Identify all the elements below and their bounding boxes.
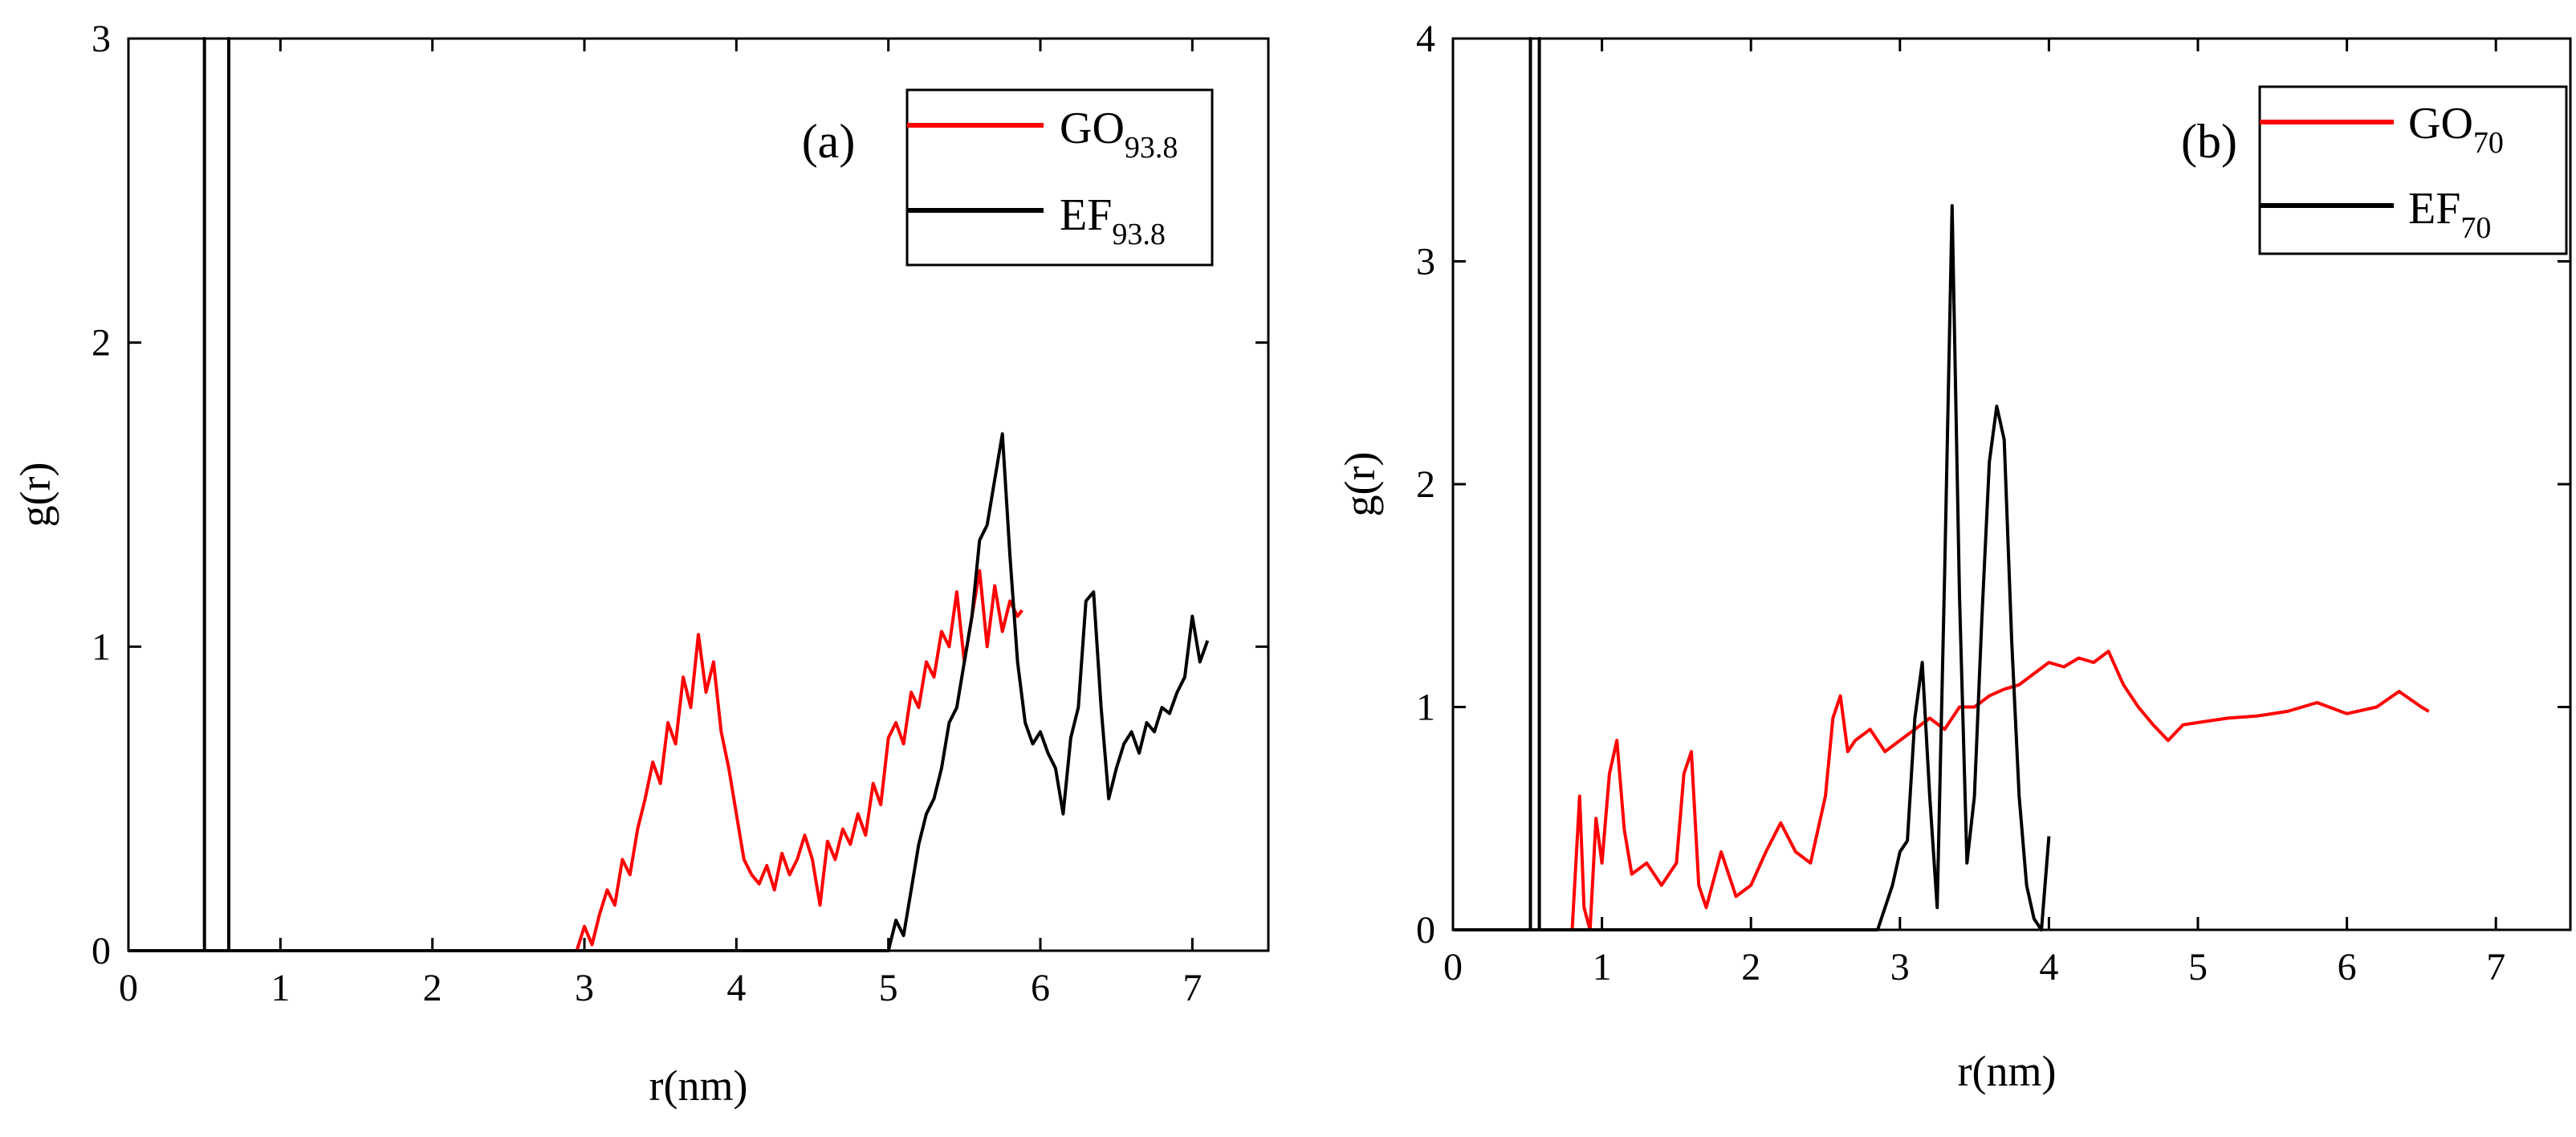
- panel-a-x-tick-label-1: 1: [271, 967, 290, 1009]
- panel-a-x-tick-label-0: 0: [119, 967, 138, 1009]
- panel-a-legend: GO93.8 EF93.8: [905, 88, 1214, 267]
- panel-a-x-tick-label-7: 7: [1182, 967, 1202, 1009]
- panel-a-y-tick-label-2: 2: [92, 322, 111, 365]
- panel-a-x-tick-label-5: 5: [879, 967, 898, 1009]
- panel-a-legend-sub-ef: 93.8: [1112, 218, 1166, 251]
- panel-b-y-tick-label-1: 1: [1416, 687, 1435, 729]
- panel-b-series: [1453, 37, 2430, 931]
- panel-b-legend-label-go: GO70: [2408, 99, 2504, 160]
- panel-a-y-axis-label: g(r): [11, 463, 59, 528]
- panel-b-x-tick-label-3: 3: [1890, 946, 1910, 988]
- panel-b-y-tick-label-3: 3: [1416, 241, 1435, 283]
- panel-b-y-tick-label-4: 4: [1416, 18, 1435, 60]
- panel-a-legend-label-ef: EF93.8: [1060, 190, 1166, 251]
- panel-b-x-tick-label-0: 0: [1443, 946, 1463, 988]
- panel-b-series-ef-line: [1453, 37, 2051, 931]
- panel-a-series-ef-line: [128, 37, 1210, 952]
- panel-b-x-tick-label-2: 2: [1741, 946, 1760, 988]
- panel-a-y-tick-label-0: 0: [92, 930, 111, 972]
- panel-a-x-tick-label-3: 3: [575, 967, 594, 1009]
- panel-a-legend-label-go: GO93.8: [1060, 104, 1178, 165]
- panel-b-x-tick-label-5: 5: [2188, 946, 2208, 988]
- panel-b-legend-sub-go: 70: [2473, 126, 2504, 160]
- panel-b-series-go-line: [1453, 650, 2430, 931]
- panel-a-y-tick-label-3: 3: [92, 18, 111, 60]
- panel-a-x-axis-label: r(nm): [649, 1062, 748, 1110]
- panel-a-x-tick-label-4: 4: [726, 967, 746, 1009]
- panel-a-y-tick-label-1: 1: [92, 626, 111, 668]
- panel-b-legend-box: [2258, 85, 2568, 255]
- panel-a-x-tick-label-2: 2: [423, 967, 442, 1009]
- panel-b-legend-label-ef: EF70: [2408, 184, 2491, 245]
- panel-a-legend-name-ef: EF: [1060, 190, 1112, 240]
- panel-a-legend-name-go: GO: [1060, 104, 1125, 153]
- panel-b-legend-name-go: GO: [2408, 99, 2473, 149]
- panel-b-legend-sub-ef: 70: [2460, 211, 2491, 245]
- panel-b-label: (b): [2181, 115, 2237, 168]
- panel-b-legend-name-ef: EF: [2408, 184, 2460, 234]
- panel-a-ticks: 0 1 2 3 4 5 6 7 0 1 2 3: [92, 18, 1268, 1009]
- panel-a-series-go-line: [128, 568, 1023, 952]
- panel-a-legend-box: [905, 88, 1214, 267]
- panel-b-y-tick-label-0: 0: [1416, 909, 1435, 952]
- panel-a-x-tick-label-6: 6: [1031, 967, 1050, 1009]
- panel-b-legend: GO70 EF70: [2258, 85, 2568, 255]
- panel-b-x-tick-label-1: 1: [1593, 946, 1612, 988]
- panel-a-legend-sub-go: 93.8: [1125, 131, 1178, 165]
- panel-b-x-tick-label-7: 7: [2486, 946, 2505, 988]
- panel-b-x-axis-label: r(nm): [1958, 1047, 2057, 1095]
- panel-b-x-tick-label-6: 6: [2338, 946, 2357, 988]
- panel-a-series: [128, 37, 1210, 952]
- panel-b-x-tick-label-4: 4: [2039, 946, 2058, 988]
- panel-b-y-axis-label: g(r): [1336, 452, 1384, 517]
- panel-a-label: (a): [802, 115, 856, 168]
- panel-b-y-tick-label-2: 2: [1416, 463, 1435, 506]
